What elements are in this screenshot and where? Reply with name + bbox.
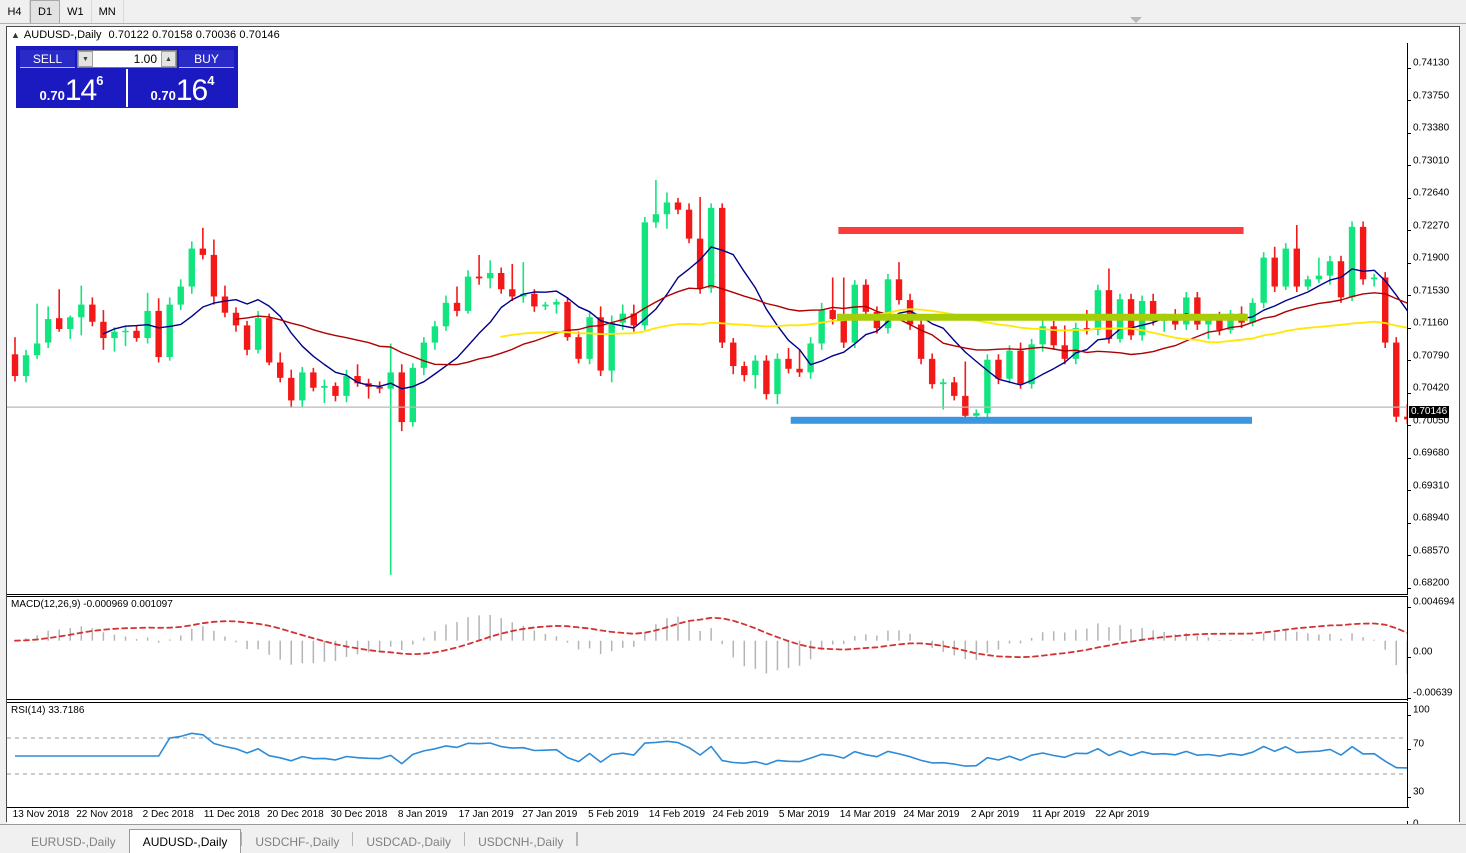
date-tick: 24 Feb 2019	[712, 809, 769, 820]
sell-price-fraction: 6	[96, 73, 104, 88]
date-tick: 24 Mar 2019	[903, 809, 960, 820]
date-tick: 11 Dec 2018	[203, 809, 260, 820]
symbol-tab-eurusd[interactable]: EURUSD-,Daily	[18, 830, 129, 853]
price-tick: 0.71160	[1408, 318, 1448, 334]
symbol-tab-usdcnh[interactable]: USDCNH-,Daily	[465, 830, 577, 853]
date-tick: 17 Jan 2019	[458, 809, 514, 820]
price-tick: 0.72640	[1408, 188, 1449, 204]
price-tick: 0.70790	[1408, 350, 1449, 367]
symbol-tab-bar: EURUSD-,Daily AUDUSD-,Daily USDCHF-,Daily U…	[0, 824, 1466, 853]
chart-symbol-label: AUDUSD-,Daily	[23, 29, 102, 41]
price-tick: 0.74130	[1408, 58, 1449, 74]
tab-divider	[241, 832, 243, 846]
timeframe-h4[interactable]: H4	[0, 0, 30, 23]
date-tick: 14 Feb 2019	[648, 809, 706, 820]
rsi-tick: 100	[1408, 705, 1430, 721]
chart-window: ▲ AUDUSD-,Daily 0.70122 0.70158 0.70036 …	[6, 26, 1460, 830]
timeframe-d1[interactable]: D1	[30, 0, 61, 23]
tab-divider	[352, 832, 354, 846]
macd-tick: 0.004694	[1408, 597, 1455, 613]
date-tick: 27 Jan 2019	[522, 809, 578, 820]
timeframe-w1[interactable]: W1	[60, 0, 92, 23]
date-tick: 5 Feb 2019	[588, 809, 639, 820]
sell-price-main: 14	[64, 74, 97, 107]
macd-indicator-label: MACD(12,26,9) -0.000969 0.001097	[11, 599, 173, 610]
buy-price-main: 16	[175, 74, 208, 107]
date-tick: 14 Mar 2019	[839, 809, 896, 820]
date-axis[interactable]: 13 Nov 2018 22 Nov 2018 2 Dec 2018 11 Dec 2…	[7, 807, 1409, 821]
rsi-tick: 70	[1408, 739, 1424, 755]
one-click-trading-panel: SELL ▼ 1.00 ▲ BUY 0.70 14 6 0.70 16 4	[16, 46, 238, 108]
rsi-indicator-label: RSI(14) 33.7186	[11, 705, 85, 716]
price-pane[interactable]	[7, 43, 1409, 595]
sell-button[interactable]: SELL	[20, 50, 75, 68]
oct-controls-row: SELL ▼ 1.00 ▲ BUY	[17, 47, 237, 69]
price-scale[interactable]: 0.74130 0.73750 0.73380 0.73010 0.72640 0.722…	[1407, 43, 1459, 595]
rsi-chart-canvas	[7, 732, 1409, 775]
price-tick: 0.68570	[1408, 545, 1449, 562]
volume-down-icon[interactable]: ▼	[78, 51, 93, 67]
price-tick: 0.71530	[1408, 285, 1449, 302]
date-tick: 11 Apr 2019	[1031, 809, 1086, 820]
date-tick: 22 Nov 2018	[76, 809, 133, 820]
sell-price-prefix: 0.70	[39, 88, 65, 103]
price-tick: 0.73010	[1408, 155, 1449, 172]
tab-divider	[464, 832, 466, 846]
date-tick: 2 Dec 2018	[142, 809, 194, 820]
oct-prices-row: 0.70 14 6 0.70 16 4	[17, 69, 237, 107]
price-chart-canvas	[7, 179, 1409, 575]
collapse-icon[interactable]: ▲	[11, 29, 20, 40]
date-tick: 13 Nov 2018	[12, 809, 70, 820]
date-tick: 20 Dec 2018	[267, 809, 324, 820]
macd-chart-canvas	[14, 614, 1409, 674]
date-tick: 8 Jan 2019	[397, 809, 448, 820]
chart-ohlc-values: 0.70122 0.70158 0.70036 0.70146	[108, 29, 280, 41]
chart-titlebar: ▲ AUDUSD-,Daily 0.70122 0.70158 0.70036 …	[7, 27, 1459, 43]
price-tick: 0.73380	[1408, 123, 1449, 139]
price-tick: 0.68200	[1408, 578, 1449, 594]
buy-price-fraction: 4	[207, 73, 215, 88]
price-tick: 0.69680	[1408, 448, 1449, 464]
volume-value[interactable]: 1.00	[93, 51, 161, 67]
date-tick: 2 Apr 2019	[970, 809, 1020, 820]
rsi-pane[interactable]: RSI(14) 33.7186	[7, 702, 1409, 827]
tab-divider	[576, 832, 578, 846]
macd-tick: -0.00639	[1408, 688, 1452, 704]
tab-divider	[577, 832, 579, 846]
price-tick: 0.68940	[1408, 513, 1449, 529]
buy-price-display[interactable]: 0.70 16 4	[126, 69, 237, 107]
volume-up-icon[interactable]: ▲	[161, 51, 176, 67]
macd-tick: 0.00	[1408, 647, 1432, 663]
timeframe-mn[interactable]: MN	[91, 0, 124, 23]
sell-price-display[interactable]: 0.70 14 6	[17, 69, 126, 107]
price-tick: 0.73750	[1408, 90, 1449, 107]
macd-scale[interactable]: 0.004694 0.00 -0.00639	[1407, 596, 1459, 701]
date-tick: 30 Dec 2018	[330, 809, 388, 820]
buy-price-prefix: 0.70	[150, 88, 176, 103]
buy-button[interactable]: BUY	[179, 50, 234, 68]
price-tick: 0.70050	[1408, 415, 1449, 432]
price-tick: 0.70420	[1408, 383, 1449, 399]
rsi-scale[interactable]: 10070300	[1407, 702, 1459, 830]
timeframe-toolbar: H4 D1 W1 MN	[0, 0, 1466, 24]
symbol-tab-usdchf[interactable]: USDCHF-,Daily	[242, 830, 353, 853]
date-tick: 22 Apr 2019	[1095, 809, 1150, 820]
current-price-tag: 0.70146	[1409, 406, 1450, 419]
volume-stepper[interactable]: ▼ 1.00 ▲	[77, 50, 177, 68]
symbol-tab-audusd[interactable]: AUDUSD-,Daily	[128, 829, 242, 853]
price-tick: 0.71900	[1408, 253, 1449, 269]
price-tick: 0.72270	[1408, 220, 1449, 237]
rsi-tick: 30	[1408, 787, 1424, 803]
date-tick: 5 Mar 2019	[778, 809, 830, 820]
macd-pane[interactable]: MACD(12,26,9) -0.000969 0.001097	[7, 596, 1409, 700]
chart-scroll-marker-icon[interactable]	[1130, 17, 1142, 23]
price-tick: 0.69310	[1408, 480, 1449, 497]
symbol-tab-usdcad[interactable]: USDCAD-,Daily	[353, 830, 465, 853]
